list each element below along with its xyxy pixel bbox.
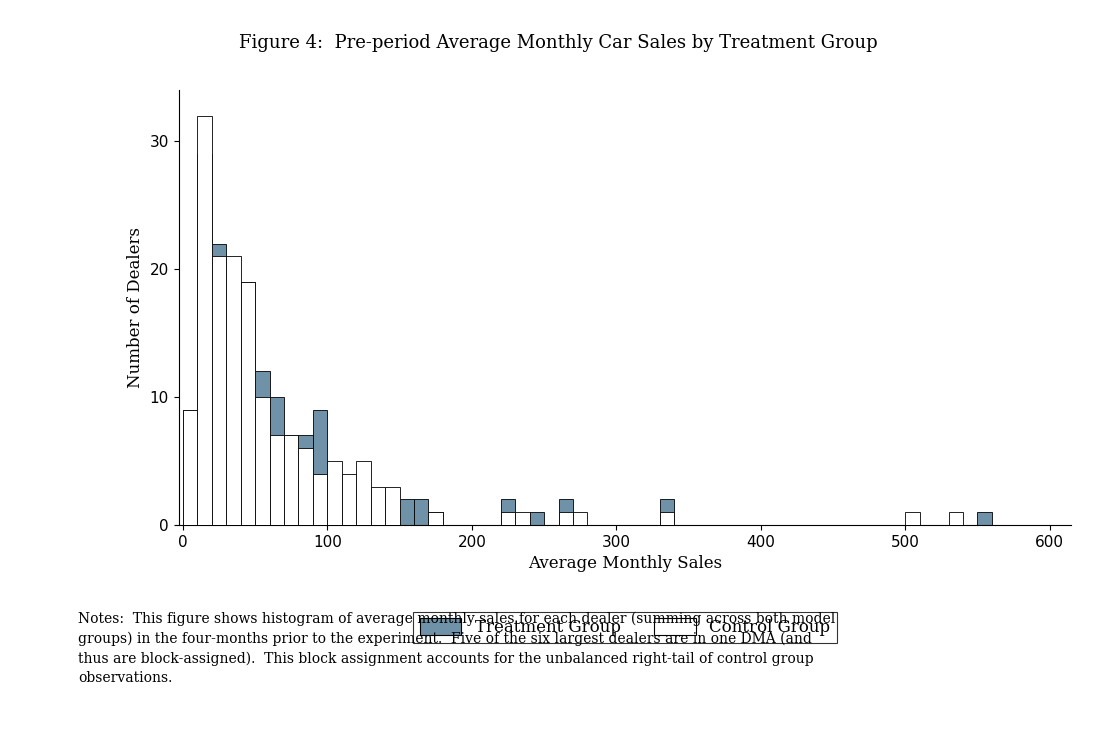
Bar — [241, 282, 256, 525]
Text: Notes:  This figure shows histogram of average monthly sales for each dealer (su: Notes: This figure shows histogram of av… — [78, 611, 836, 686]
Bar — [183, 410, 198, 525]
Bar — [298, 448, 312, 525]
Bar — [371, 500, 385, 525]
Bar — [905, 512, 920, 525]
Bar — [558, 512, 573, 525]
Bar — [978, 512, 992, 525]
Bar — [212, 256, 227, 525]
Bar — [385, 487, 400, 525]
Bar — [516, 512, 530, 525]
Bar — [501, 512, 516, 525]
Bar — [198, 154, 212, 525]
Bar — [341, 487, 356, 525]
Bar — [530, 512, 545, 525]
Bar — [341, 474, 356, 525]
Bar — [501, 500, 516, 525]
Bar — [270, 436, 283, 525]
Bar — [573, 512, 587, 525]
Bar — [256, 371, 270, 525]
Bar — [256, 397, 270, 525]
Bar — [660, 500, 674, 525]
Bar — [327, 474, 341, 525]
Bar — [356, 461, 371, 525]
Bar — [212, 244, 227, 525]
Bar — [429, 512, 443, 525]
Bar — [312, 410, 327, 525]
X-axis label: Average Monthly Sales: Average Monthly Sales — [528, 555, 722, 572]
Bar — [429, 512, 443, 525]
Bar — [356, 487, 371, 525]
Bar — [283, 436, 298, 525]
Bar — [312, 474, 327, 525]
Bar — [414, 500, 429, 525]
Bar — [198, 116, 212, 525]
Bar — [227, 256, 241, 525]
Bar — [241, 282, 256, 525]
Bar — [270, 397, 283, 525]
Bar — [558, 500, 573, 525]
Legend: Treatment Group, Control Group: Treatment Group, Control Group — [413, 612, 837, 644]
Text: Figure 4:  Pre-period Average Monthly Car Sales by Treatment Group: Figure 4: Pre-period Average Monthly Car… — [239, 34, 877, 52]
Bar — [227, 282, 241, 525]
Bar — [371, 487, 385, 525]
Bar — [400, 500, 414, 525]
Y-axis label: Number of Dealers: Number of Dealers — [127, 227, 144, 388]
Bar — [183, 410, 198, 525]
Bar — [283, 436, 298, 525]
Bar — [660, 512, 674, 525]
Bar — [327, 461, 341, 525]
Bar — [385, 512, 400, 525]
Bar — [298, 436, 312, 525]
Bar — [949, 512, 963, 525]
